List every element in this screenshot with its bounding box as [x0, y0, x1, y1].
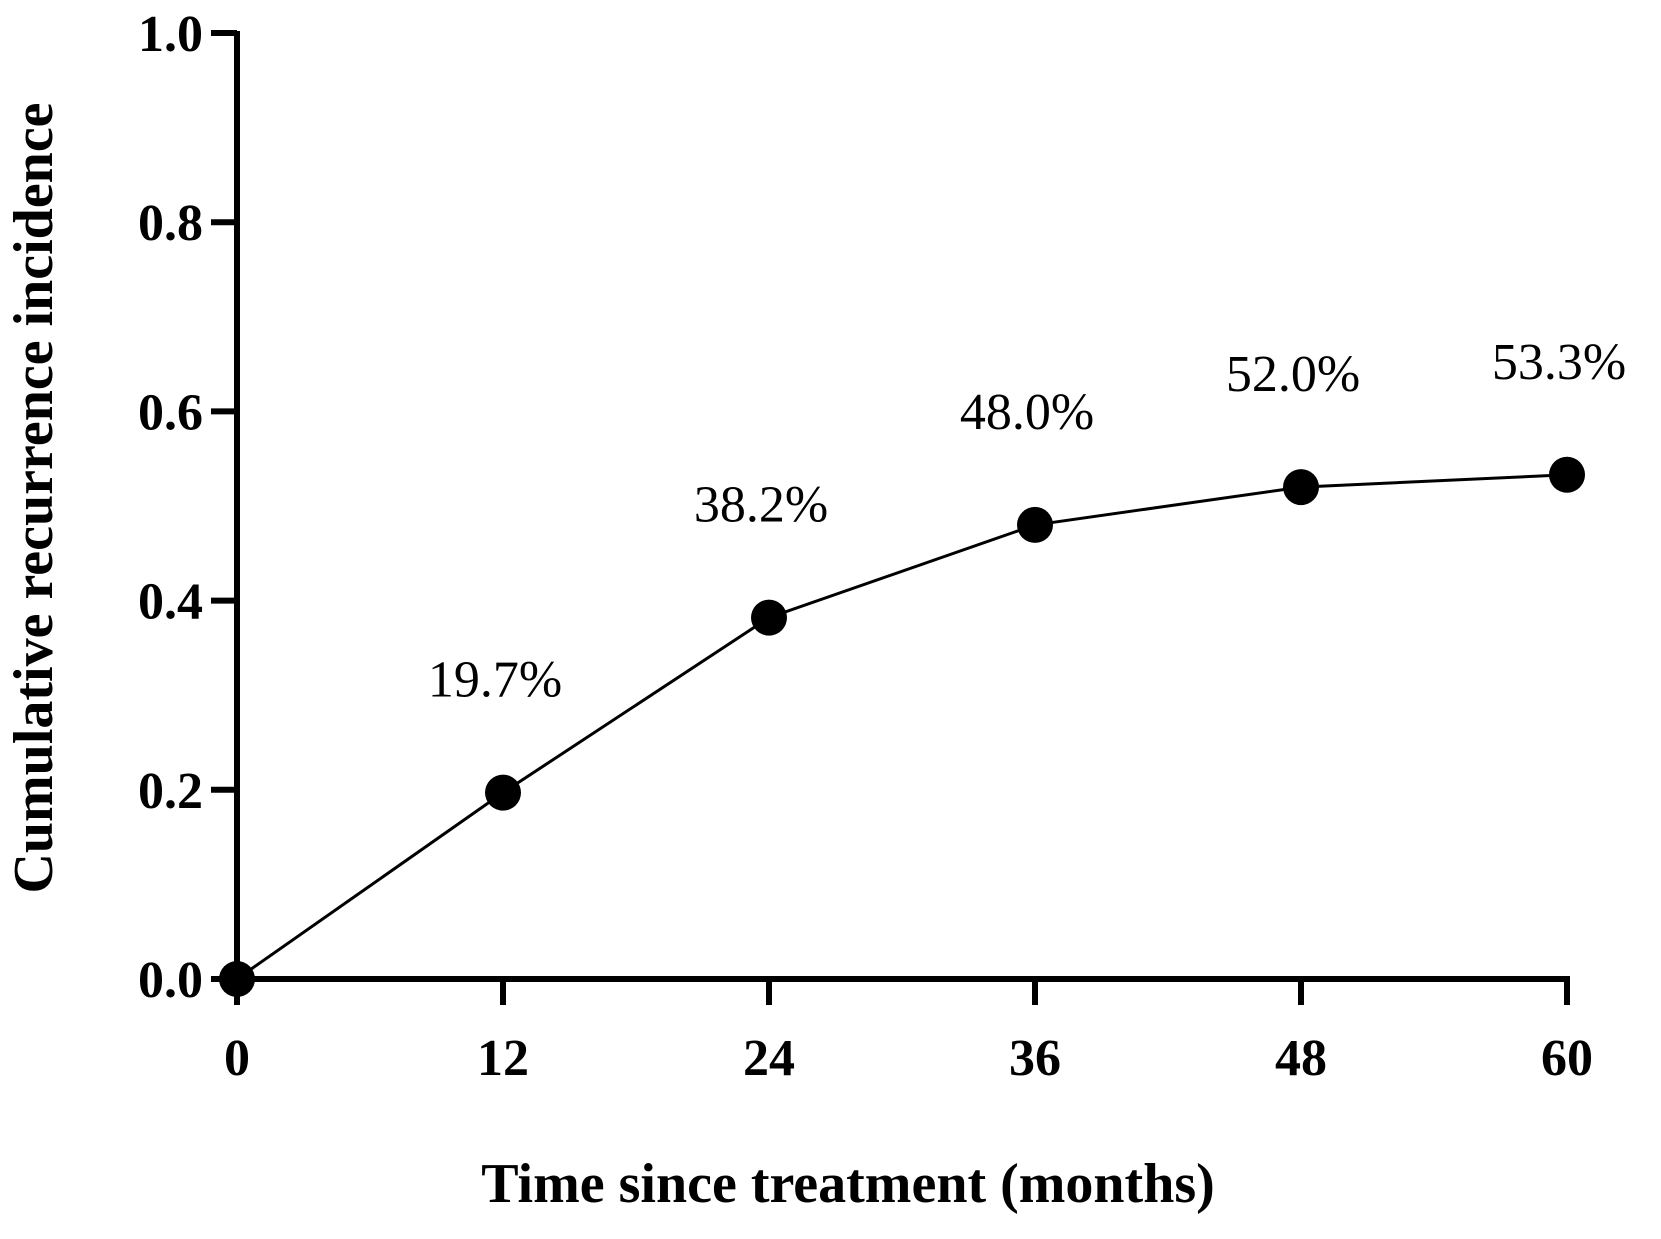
x-tick-label: 12	[477, 1030, 529, 1087]
y-tick-label: 0.8	[138, 195, 203, 252]
x-tick-label: 60	[1541, 1030, 1593, 1087]
y-tick-label: 1.0	[138, 6, 203, 63]
data-point	[751, 599, 787, 636]
data-point	[1549, 456, 1585, 493]
y-tick-label: 0.6	[138, 384, 203, 441]
data-label: 48.0%	[960, 384, 1094, 441]
y-tick-label: 0.2	[138, 763, 203, 820]
data-point	[1283, 469, 1319, 506]
y-tick-label: 0.4	[138, 574, 203, 631]
x-tick-label: 24	[743, 1030, 795, 1087]
data-point	[485, 774, 521, 811]
y-tick-label: 0.0	[138, 952, 203, 1009]
data-point	[219, 961, 255, 997]
series-line	[236, 473, 1568, 981]
y-axis: 0.0 0.2 0.4 0.6 0.8 1.0	[138, 6, 240, 1009]
data-label: 53.3%	[1492, 334, 1626, 391]
data-label: 52.0%	[1226, 346, 1360, 403]
x-axis: 0 12 24 36 48 60	[224, 976, 1593, 1087]
x-tick-label: 0	[224, 1030, 250, 1087]
y-axis-title: Cumulative recurrence incidence	[3, 102, 65, 893]
x-axis-title: Time since treatment (months)	[481, 1153, 1215, 1215]
series-layer: 19.7% 38.2% 48.0% 52.0% 53.3%	[219, 334, 1626, 997]
data-label: 19.7%	[428, 652, 562, 709]
x-tick-label: 36	[1009, 1030, 1061, 1087]
data-point	[1017, 506, 1053, 543]
x-tick-label: 48	[1275, 1030, 1327, 1087]
data-label: 38.2%	[694, 477, 828, 534]
